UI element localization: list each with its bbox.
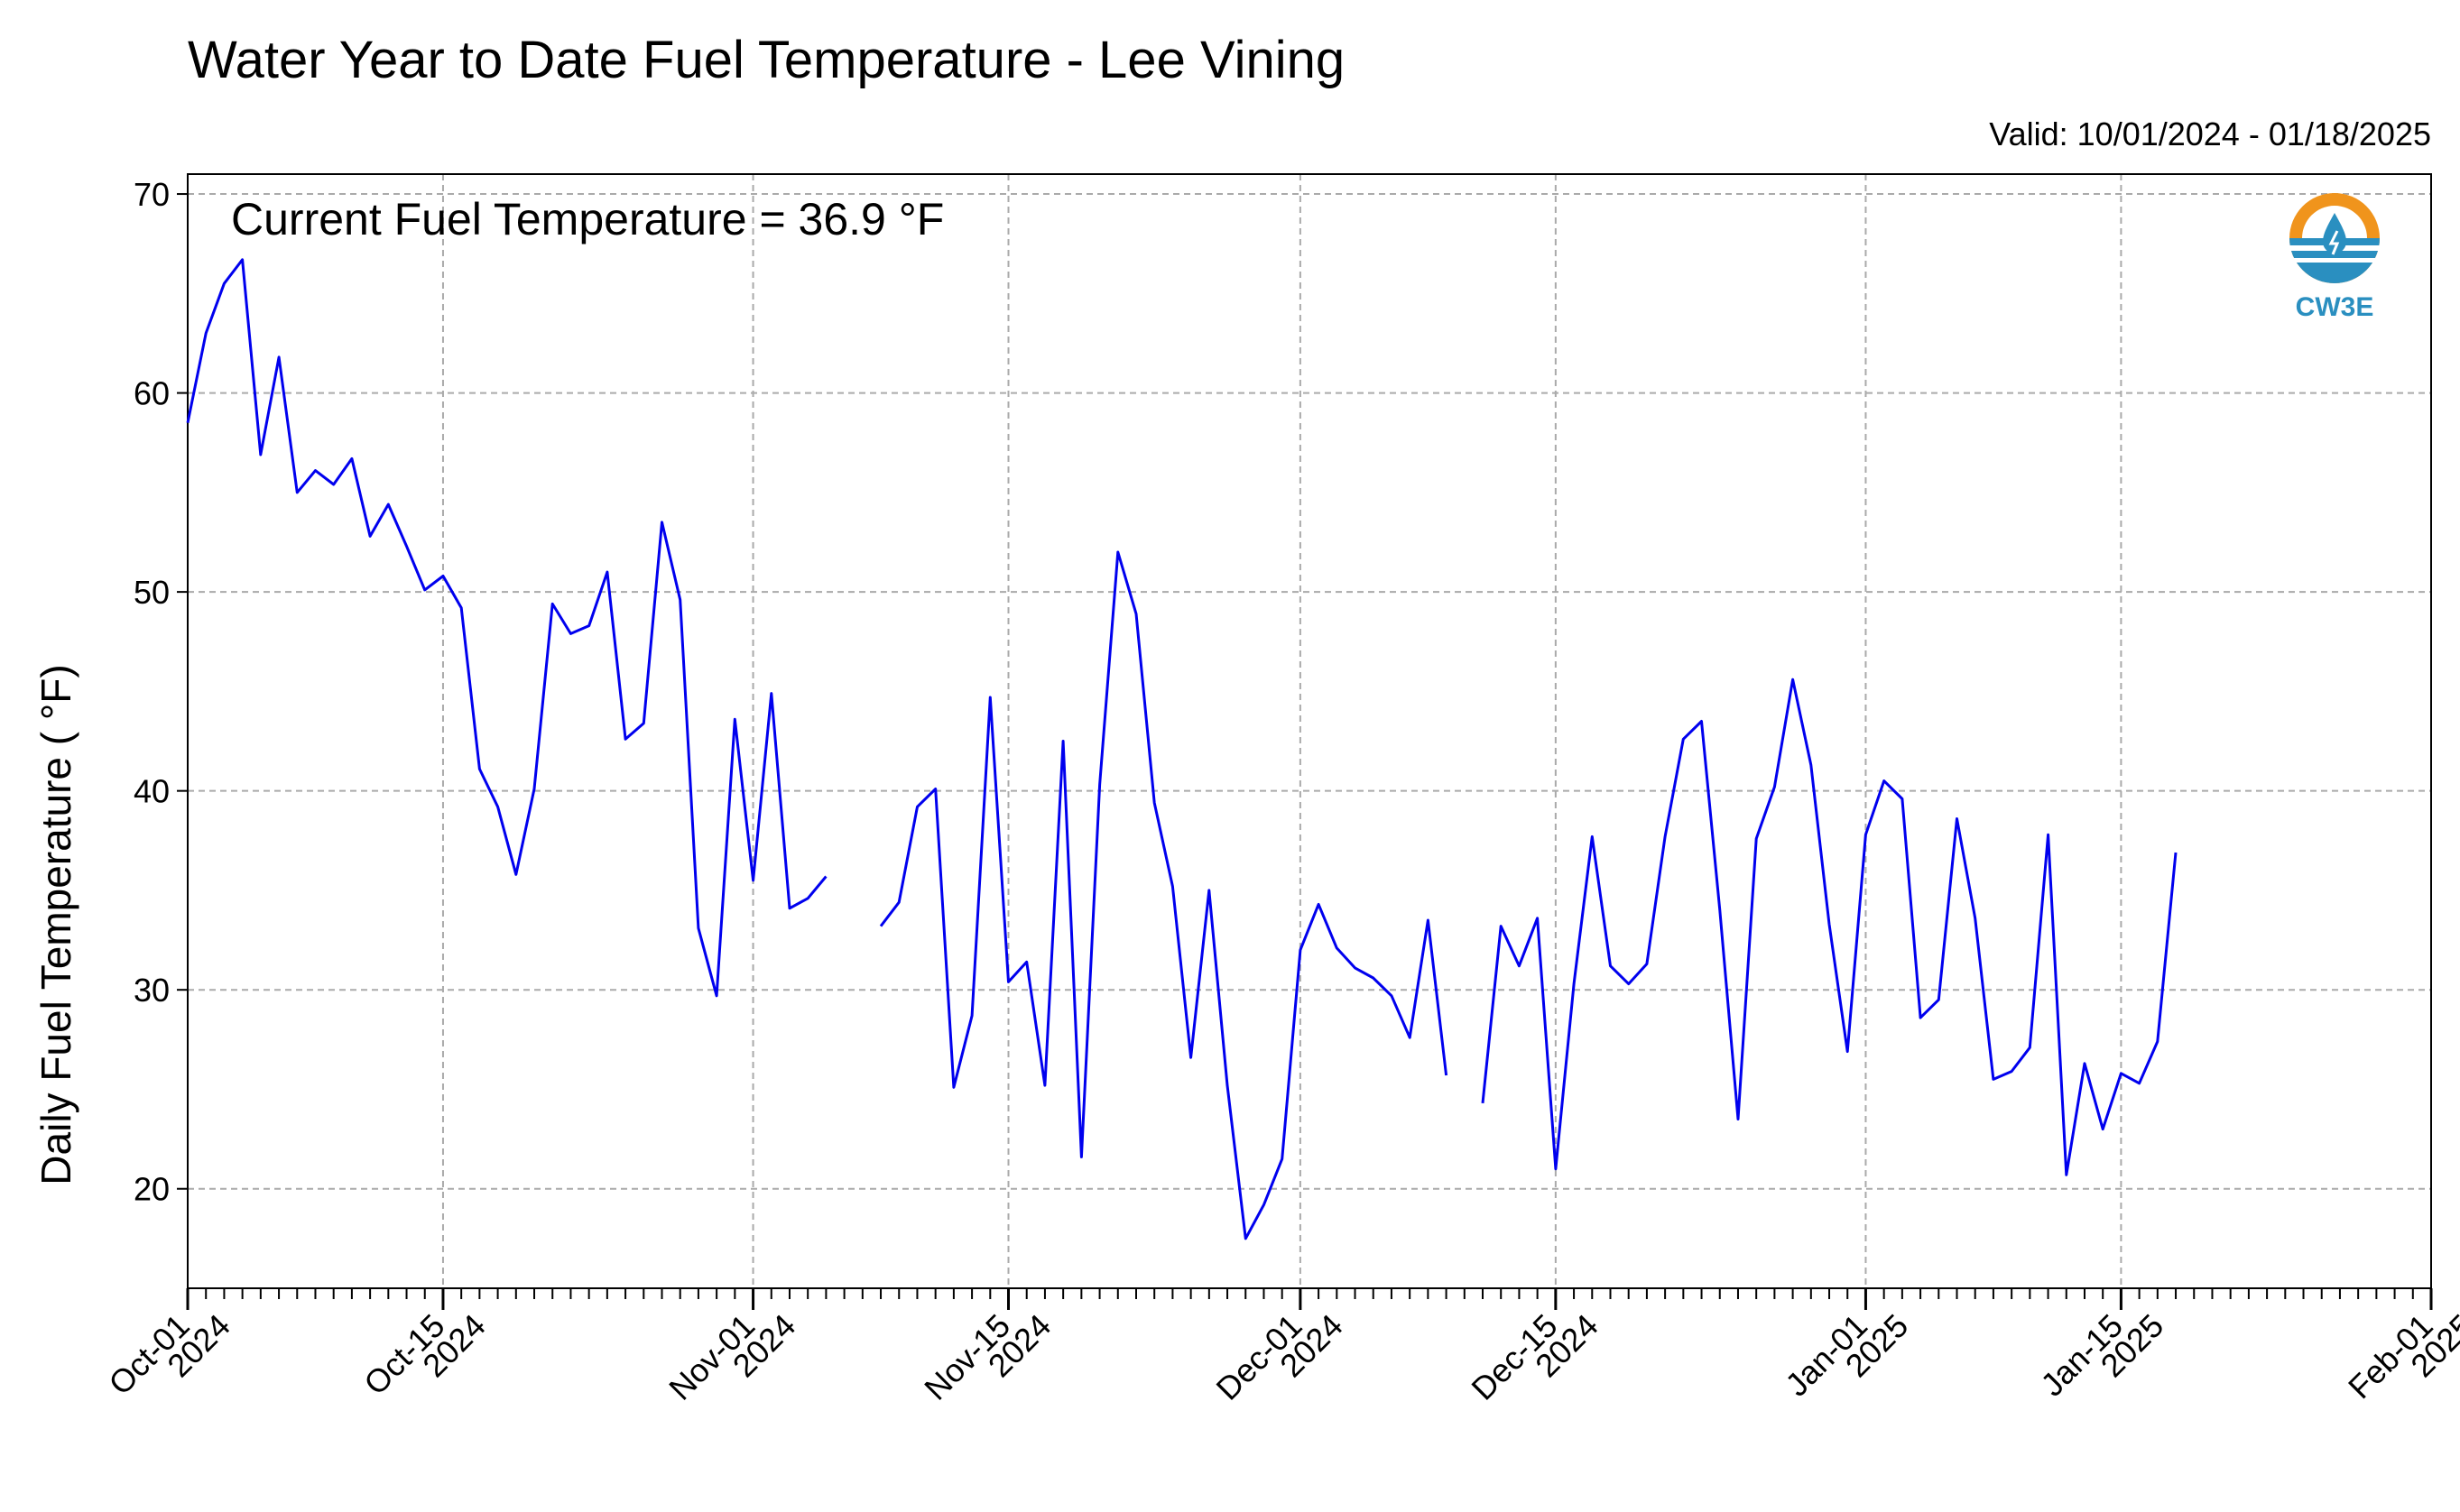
chart-title: Water Year to Date Fuel Temperature - Le… (188, 31, 1345, 89)
y-tick-label: 70 (134, 176, 170, 213)
cw3e-logo: CW3E (2289, 193, 2380, 322)
y-tick-label: 30 (134, 972, 170, 1009)
y-tick-label: 20 (134, 1171, 170, 1208)
plot-frame (187, 173, 2432, 1289)
axes: 20 30 40 50 60 70 (134, 173, 2433, 1310)
fuel-temperature-line-segment (1481, 678, 2178, 1176)
grid-lines (187, 174, 2432, 1288)
cw3e-logo-text: CW3E (2296, 292, 2374, 322)
series-layer (186, 258, 2178, 1240)
y-tick-label: 60 (134, 375, 170, 412)
y-axis-label: Daily Fuel Temperature ( °F) (32, 664, 79, 1185)
fuel-temperature-line-segment (879, 550, 1448, 1240)
current-fuel-temp-annotation: Current Fuel Temperature = 36.9 °F (231, 194, 944, 244)
valid-range: Valid: 10/01/2024 - 01/18/2025 (1989, 115, 2431, 152)
cw3e-logo-icon (2289, 193, 2380, 283)
y-tick-label: 40 (134, 773, 170, 810)
y-tick-label: 50 (134, 574, 170, 611)
fuel-temperature-line-segment (186, 258, 828, 998)
